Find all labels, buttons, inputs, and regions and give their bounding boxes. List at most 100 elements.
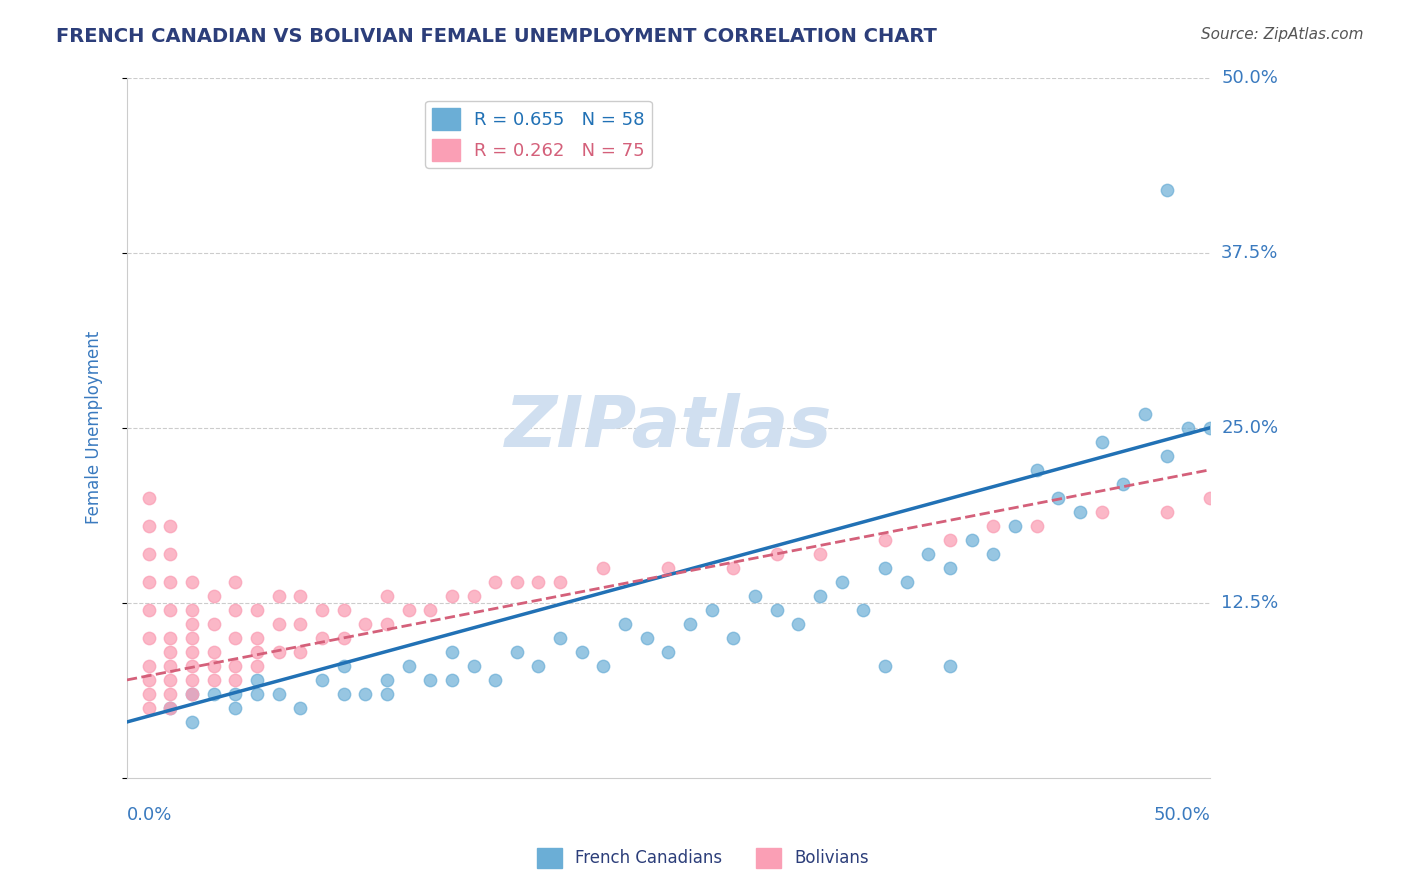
- Text: 25.0%: 25.0%: [1222, 418, 1278, 437]
- Point: [571, 645, 593, 659]
- Point: [138, 701, 160, 715]
- Point: [138, 518, 160, 533]
- Point: [723, 561, 745, 575]
- Point: [548, 574, 571, 589]
- Point: [1004, 518, 1026, 533]
- Point: [765, 547, 787, 561]
- Point: [224, 701, 246, 715]
- Point: [375, 687, 398, 701]
- Point: [180, 631, 202, 645]
- Point: [484, 673, 506, 687]
- Point: [831, 574, 853, 589]
- Point: [202, 687, 225, 701]
- Point: [700, 603, 723, 617]
- Point: [224, 574, 246, 589]
- Point: [917, 547, 939, 561]
- Point: [1112, 476, 1135, 491]
- Text: 50.0%: 50.0%: [1222, 69, 1278, 87]
- Point: [159, 673, 181, 687]
- Point: [159, 631, 181, 645]
- Point: [1091, 434, 1114, 449]
- Point: [311, 673, 333, 687]
- Point: [1025, 463, 1047, 477]
- Text: 0.0%: 0.0%: [127, 806, 173, 824]
- Point: [159, 574, 181, 589]
- Text: Source: ZipAtlas.com: Source: ZipAtlas.com: [1201, 27, 1364, 42]
- Point: [440, 645, 463, 659]
- Point: [527, 574, 550, 589]
- Point: [1199, 421, 1222, 435]
- Point: [440, 673, 463, 687]
- Point: [180, 714, 202, 729]
- Point: [180, 574, 202, 589]
- Point: [246, 645, 269, 659]
- Point: [1156, 449, 1178, 463]
- Point: [311, 603, 333, 617]
- Point: [180, 673, 202, 687]
- Point: [290, 645, 312, 659]
- Text: FRENCH CANADIAN VS BOLIVIAN FEMALE UNEMPLOYMENT CORRELATION CHART: FRENCH CANADIAN VS BOLIVIAN FEMALE UNEMP…: [56, 27, 938, 45]
- Text: 12.5%: 12.5%: [1222, 594, 1278, 612]
- Point: [180, 687, 202, 701]
- Point: [138, 673, 160, 687]
- Point: [180, 659, 202, 673]
- Point: [1025, 518, 1047, 533]
- Point: [159, 645, 181, 659]
- Point: [939, 533, 962, 547]
- Point: [354, 687, 377, 701]
- Point: [267, 589, 290, 603]
- Point: [224, 659, 246, 673]
- Point: [159, 603, 181, 617]
- Point: [267, 687, 290, 701]
- Point: [138, 631, 160, 645]
- Point: [246, 631, 269, 645]
- Point: [419, 673, 441, 687]
- Point: [636, 631, 658, 645]
- Point: [398, 603, 420, 617]
- Y-axis label: Female Unemployment: Female Unemployment: [86, 331, 103, 524]
- Point: [202, 645, 225, 659]
- Point: [138, 603, 160, 617]
- Point: [138, 574, 160, 589]
- Point: [1156, 183, 1178, 197]
- Point: [224, 673, 246, 687]
- Point: [1133, 407, 1156, 421]
- Point: [180, 687, 202, 701]
- Point: [224, 687, 246, 701]
- Legend: R = 0.655   N = 58, R = 0.262   N = 75: R = 0.655 N = 58, R = 0.262 N = 75: [425, 101, 652, 168]
- Legend: French Canadians, Bolivians: French Canadians, Bolivians: [530, 841, 876, 875]
- Point: [159, 659, 181, 673]
- Point: [1069, 505, 1091, 519]
- Point: [723, 631, 745, 645]
- Point: [983, 518, 1005, 533]
- Point: [960, 533, 983, 547]
- Point: [744, 589, 766, 603]
- Point: [1199, 491, 1222, 505]
- Point: [463, 659, 485, 673]
- Point: [657, 561, 679, 575]
- Point: [1177, 421, 1199, 435]
- Point: [311, 631, 333, 645]
- Point: [592, 659, 614, 673]
- Point: [375, 616, 398, 631]
- Point: [138, 687, 160, 701]
- Point: [787, 616, 810, 631]
- Point: [202, 673, 225, 687]
- Point: [246, 673, 269, 687]
- Point: [419, 603, 441, 617]
- Point: [939, 561, 962, 575]
- Point: [202, 589, 225, 603]
- Point: [138, 659, 160, 673]
- Point: [614, 616, 637, 631]
- Point: [939, 659, 962, 673]
- Point: [1091, 505, 1114, 519]
- Point: [440, 589, 463, 603]
- Point: [875, 561, 897, 575]
- Point: [875, 659, 897, 673]
- Point: [159, 547, 181, 561]
- Point: [1047, 491, 1070, 505]
- Point: [398, 659, 420, 673]
- Point: [875, 533, 897, 547]
- Point: [290, 701, 312, 715]
- Point: [808, 547, 831, 561]
